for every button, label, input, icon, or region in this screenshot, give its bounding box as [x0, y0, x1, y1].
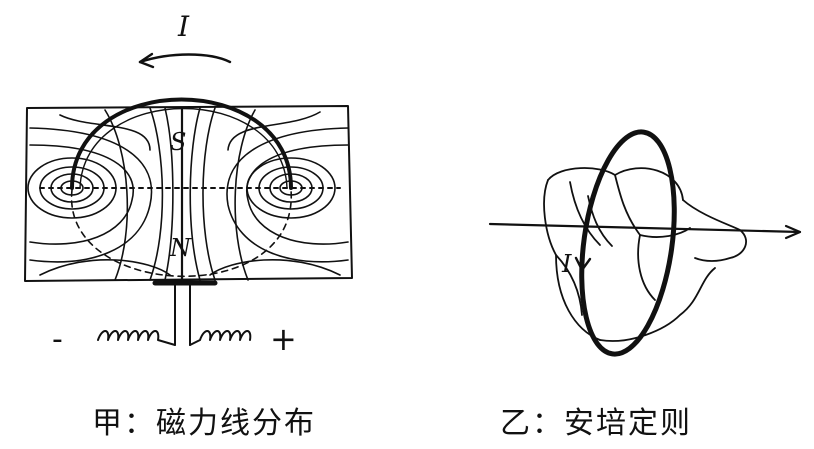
current-arrowhead	[138, 52, 155, 69]
right-coil	[189, 330, 252, 346]
current-loop-inner	[79, 107, 288, 189]
axis-arrowhead	[784, 224, 802, 240]
right-current-label: I	[562, 250, 572, 278]
pole-label-n: N	[170, 234, 191, 262]
left-current-label: I	[178, 10, 190, 43]
hand-outline	[543, 167, 747, 342]
loop-lower	[71, 189, 292, 278]
caption-left: 甲：磁力线分布	[92, 406, 316, 441]
board-outline	[24, 105, 353, 282]
right-field-lines	[209, 111, 349, 276]
caption-right: 乙：安培定则	[500, 406, 692, 441]
pole-label-s: S	[170, 128, 187, 156]
loop-current-arrowhead	[574, 256, 592, 272]
grip-loop	[579, 129, 677, 357]
central-field-lines	[104, 106, 256, 282]
plus-sign: +	[270, 320, 297, 358]
current-arrow	[138, 53, 232, 64]
minus-sign: -	[52, 322, 63, 357]
current-loop	[70, 97, 293, 190]
left-coil	[97, 330, 176, 346]
lead-wires	[174, 284, 191, 346]
axis-line	[488, 222, 802, 234]
